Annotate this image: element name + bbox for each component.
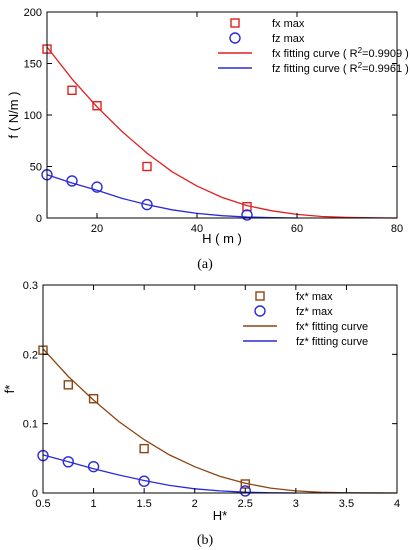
legend-label: fz* fitting curve (296, 336, 368, 348)
chart-b: 0.5 1 1.5 2 2.5 3 3.5 4 0 0.1 0.2 0.3 H* f* (b) fx* max… (2, 280, 400, 548)
legend-label: fx fitting curve ( R2=0.9909 ) (272, 46, 409, 60)
data-point-circle (138, 475, 150, 487)
data-point-circle (241, 209, 253, 221)
legend-square-marker (230, 18, 240, 28)
data-point-circle (239, 485, 251, 497)
x-tick-label: 3.5 (339, 498, 354, 510)
data-point-square (240, 479, 250, 489)
legend-square-marker (255, 291, 265, 301)
plot-frame (42, 284, 398, 494)
panel-label: (a) (197, 257, 213, 272)
legend-label: fz* max (296, 306, 333, 318)
data-point-circle (91, 181, 103, 193)
y-tick-label: 0 (36, 213, 42, 225)
legend-label: fx* max (296, 291, 333, 303)
data-point-square (63, 380, 73, 390)
y-tick-label: 50 (30, 162, 42, 174)
y-axis-label: f ( N/m ) (6, 92, 21, 139)
chart-a: 20 40 60 80 0 50 100 150 200 H ( m ) f ( N/m ) (a) f… (6, 7, 409, 272)
y-tick-label: 150 (24, 59, 42, 71)
legend-label: fx* fitting curve (296, 321, 368, 333)
x-axis-label: H* (213, 508, 227, 523)
y-tick-label: 0.3 (23, 280, 38, 292)
legend-label: fz fitting curve ( R2=0.9961 ) (272, 61, 409, 75)
data-point-square (88, 394, 99, 404)
legend: fx* max fz* max fx* fitting curve fz* fitti… (243, 291, 368, 348)
legend-label: fx max (272, 18, 305, 30)
data-point-square (67, 85, 77, 95)
data-point-square (139, 443, 149, 454)
plot-frame (46, 11, 398, 219)
x-tick-label: 20 (91, 223, 103, 235)
x-tick-label: 40 (191, 223, 203, 235)
data-point-circle (141, 198, 153, 211)
legend-circle-marker (254, 305, 266, 317)
x-tick-label: 4 (394, 498, 400, 510)
x-tick-label: 2 (192, 498, 198, 510)
y-tick-label: 0.2 (23, 349, 38, 361)
x-tick-label: 60 (291, 223, 303, 235)
fit-curve-2 (42, 348, 398, 494)
x-tick-label: 3 (293, 498, 299, 510)
y-tick-label: 100 (24, 110, 42, 122)
panel-label: (b) (197, 533, 214, 548)
y-axis-label: f* (2, 385, 17, 394)
x-tick-label: 1.5 (136, 498, 151, 510)
x-tick-label: 2.5 (238, 498, 253, 510)
data-point-square (142, 161, 152, 172)
data-point-circle (66, 175, 78, 187)
data-point-circle (62, 456, 74, 468)
data-point-square (242, 201, 252, 212)
x-axis-label: H ( m ) (202, 231, 242, 246)
fit-curve-2 (46, 46, 398, 219)
data-point-square (92, 101, 102, 111)
x-tick-label: 1 (91, 498, 97, 510)
y-tick-label: 200 (24, 7, 42, 19)
legend-label: fz max (272, 33, 305, 45)
x-tick-label: 80 (391, 223, 403, 235)
fit-curve-3 (46, 174, 298, 219)
fit-curve-3 (42, 454, 296, 494)
legend-circle-marker (229, 32, 241, 44)
y-tick-label: 0.1 (23, 419, 38, 431)
y-tick-label: 0 (32, 488, 38, 500)
data-point-circle (87, 460, 100, 473)
x-tick-label: 0.5 (35, 498, 50, 510)
